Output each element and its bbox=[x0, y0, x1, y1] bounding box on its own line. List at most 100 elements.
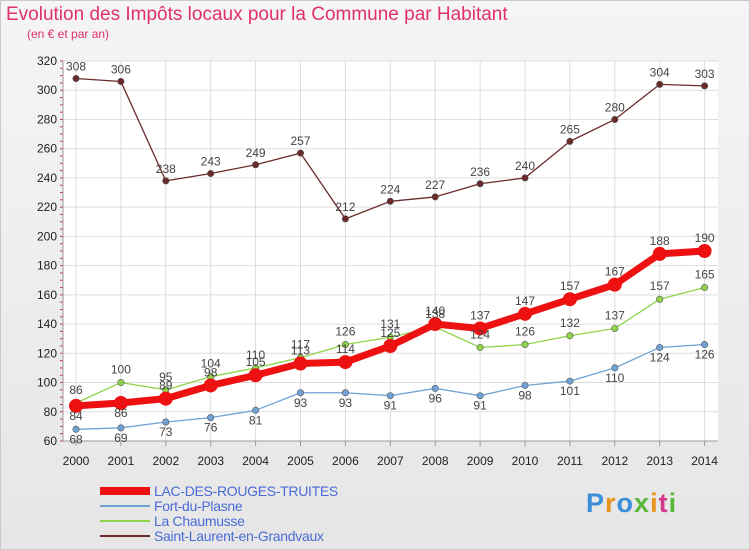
data-point bbox=[521, 381, 529, 389]
x-tick-label: 2001 bbox=[108, 454, 135, 468]
data-label: 126 bbox=[695, 348, 715, 362]
data-label: 126 bbox=[335, 325, 355, 339]
data-point bbox=[473, 321, 488, 336]
data-label: 124 bbox=[470, 327, 490, 341]
data-label: 104 bbox=[201, 357, 221, 371]
data-point bbox=[252, 406, 260, 414]
x-tick-label: 2010 bbox=[512, 454, 539, 468]
data-point bbox=[562, 292, 577, 307]
data-point bbox=[248, 368, 263, 383]
data-point bbox=[701, 284, 709, 292]
proxiti-logo: Proxiti bbox=[586, 488, 677, 519]
data-point bbox=[386, 197, 394, 205]
legend-swatch bbox=[100, 505, 150, 507]
data-point bbox=[117, 379, 125, 387]
data-point bbox=[162, 418, 170, 426]
x-tick-label: 2013 bbox=[646, 454, 673, 468]
data-label: 110 bbox=[246, 348, 265, 362]
data-point bbox=[113, 396, 128, 410]
logo-letter: i bbox=[668, 488, 678, 518]
grid bbox=[63, 60, 718, 442]
y-tick-label: 120 bbox=[37, 346, 57, 360]
data-label: 224 bbox=[380, 182, 400, 196]
data-label: 306 bbox=[111, 62, 131, 76]
data-point bbox=[158, 391, 173, 406]
data-point bbox=[656, 295, 664, 303]
data-label: 212 bbox=[335, 200, 355, 214]
data-label: 86 bbox=[114, 406, 128, 420]
data-label: 140 bbox=[425, 304, 445, 318]
legend-swatch bbox=[100, 487, 150, 495]
data-point bbox=[203, 378, 218, 393]
data-label: 249 bbox=[246, 146, 266, 160]
data-label: 308 bbox=[66, 60, 86, 74]
y-tick-label: 280 bbox=[37, 112, 57, 126]
data-label: 91 bbox=[473, 399, 487, 413]
data-label: 96 bbox=[429, 391, 443, 405]
chart-title: Evolution des Impôts locaux pour la Comm… bbox=[6, 4, 508, 25]
data-label: 147 bbox=[515, 294, 535, 308]
y-tick-label: 80 bbox=[44, 405, 58, 419]
x-tick-label: 2014 bbox=[691, 454, 718, 468]
data-point bbox=[476, 180, 484, 188]
x-tick-label: 2011 bbox=[557, 454, 583, 468]
data-label: 257 bbox=[290, 134, 310, 148]
x-tick-label: 2007 bbox=[377, 454, 404, 468]
data-label: 126 bbox=[515, 325, 535, 339]
data-label: 95 bbox=[159, 370, 173, 384]
data-point bbox=[293, 356, 308, 371]
data-label: 124 bbox=[650, 350, 670, 364]
x-tick-label: 2005 bbox=[287, 454, 314, 468]
data-label: 114 bbox=[336, 342, 355, 356]
data-point bbox=[611, 324, 619, 332]
legend-label: LAC-DES-ROUGES-TRUITES bbox=[154, 483, 338, 499]
legend-swatch bbox=[100, 535, 150, 537]
data-label: 69 bbox=[114, 431, 128, 445]
data-point bbox=[296, 389, 304, 397]
data-label: 137 bbox=[605, 308, 625, 322]
y-tick-label: 100 bbox=[37, 376, 57, 390]
data-label: 138 bbox=[425, 307, 445, 321]
data-point bbox=[72, 425, 80, 433]
data-point bbox=[428, 317, 443, 332]
data-label: 86 bbox=[69, 383, 83, 397]
data-label: 157 bbox=[650, 279, 670, 293]
data-point bbox=[341, 341, 349, 349]
legend-label: Saint-Laurent-en-Grandvaux bbox=[154, 528, 324, 544]
y-axis-ticks: 60 80 100 120 140 160 180 200 220 240 260 280 300 320 bbox=[37, 54, 57, 448]
y-tick-label: 260 bbox=[37, 142, 57, 156]
data-label: 165 bbox=[695, 268, 715, 282]
data-point bbox=[162, 177, 170, 185]
data-point bbox=[431, 384, 439, 392]
data-label: 93 bbox=[294, 396, 308, 410]
data-label: 157 bbox=[560, 279, 580, 293]
legend-label: La Chaumusse bbox=[154, 513, 245, 529]
y-tick-label: 200 bbox=[37, 229, 57, 243]
data-point bbox=[656, 80, 664, 88]
y-tick-label: 160 bbox=[37, 288, 57, 302]
data-label: 303 bbox=[695, 67, 715, 81]
data-point bbox=[701, 82, 709, 90]
logo-letter: r bbox=[605, 488, 617, 518]
data-label: 137 bbox=[470, 308, 490, 322]
x-tick-label: 2000 bbox=[63, 454, 90, 468]
data-point bbox=[296, 149, 304, 157]
data-label: 227 bbox=[425, 178, 445, 192]
data-label: 132 bbox=[560, 316, 580, 330]
data-point bbox=[476, 392, 484, 400]
data-point bbox=[207, 414, 215, 422]
data-label: 167 bbox=[605, 265, 625, 279]
y-tick-label: 140 bbox=[37, 317, 57, 331]
data-point bbox=[476, 343, 484, 351]
data-point bbox=[566, 332, 574, 340]
data-label: 76 bbox=[204, 421, 218, 435]
data-label: 280 bbox=[605, 100, 625, 114]
data-point bbox=[72, 75, 80, 83]
data-point bbox=[431, 193, 439, 201]
x-tick-label: 2006 bbox=[332, 454, 359, 468]
x-tick-label: 2004 bbox=[242, 454, 269, 468]
data-point bbox=[338, 355, 353, 370]
data-point bbox=[701, 341, 709, 349]
data-label: 68 bbox=[69, 432, 83, 446]
